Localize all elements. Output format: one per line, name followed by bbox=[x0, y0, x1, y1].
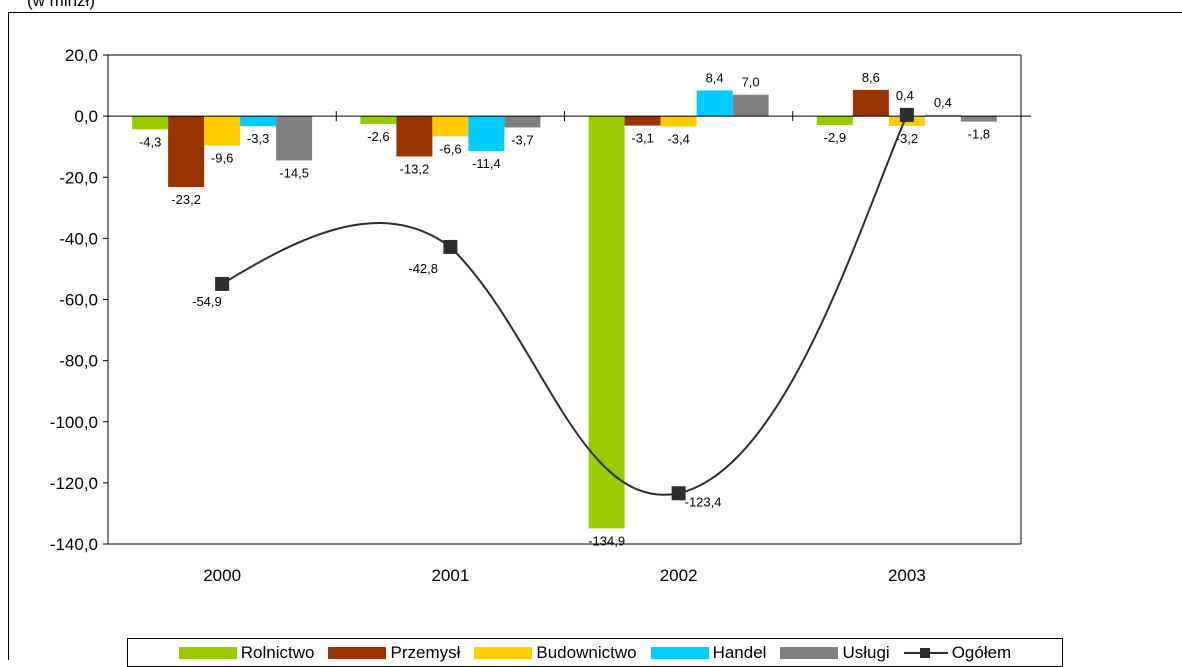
legend-label-przemysl: Przemysł bbox=[390, 642, 461, 662]
bar-label-Rolnictwo-2001: -2,6 bbox=[367, 129, 389, 144]
y-tick-label-1: 0,0 bbox=[74, 107, 98, 126]
bar-label-Przemysł-2001: -13,2 bbox=[400, 161, 430, 176]
bar-Przemysł-2000 bbox=[168, 116, 205, 188]
y-tick-label-6: -100,0 bbox=[50, 413, 98, 432]
bar-label-Rolnictwo-2000: -4,3 bbox=[139, 134, 161, 149]
y-tick-label-4: -60,0 bbox=[59, 291, 98, 310]
bar-label-Usługi-2000: -14,5 bbox=[279, 165, 309, 180]
bar-label-Usługi-2001: -3,7 bbox=[511, 132, 533, 147]
legend-swatch-rolnictwo bbox=[178, 646, 237, 659]
line-label-2003: 0,4 bbox=[896, 88, 914, 103]
legend-swatch-uslugi bbox=[780, 646, 839, 659]
legend-swatch-budownictwo bbox=[474, 646, 533, 659]
legend-label-uslugi: Usługi bbox=[842, 642, 890, 662]
legend-item-przemysl: Przemysł bbox=[328, 643, 460, 663]
x-category-label-2002: 2002 bbox=[660, 566, 698, 585]
bar-label-Budownictwo-2003: -3,2 bbox=[896, 131, 918, 146]
line-point-2003 bbox=[899, 107, 914, 122]
legend-item-ogolem: Ogółem bbox=[903, 642, 1012, 663]
legend-label-handel: Handel bbox=[712, 642, 767, 662]
bar-Rolnictwo-2000 bbox=[132, 116, 169, 130]
y-tick-label-8: -140,0 bbox=[50, 535, 98, 554]
bar-Budownictwo-2000 bbox=[204, 116, 241, 146]
bar-label-Rolnictwo-2003: -2,9 bbox=[824, 130, 846, 145]
y-tick-label-7: -120,0 bbox=[50, 474, 98, 493]
bar-Usługi-2001 bbox=[504, 116, 541, 128]
bar-Budownictwo-2001 bbox=[432, 116, 469, 137]
legend-label-rolnictwo: Rolnictwo bbox=[240, 642, 315, 662]
x-category-label-2000: 2000 bbox=[203, 566, 241, 585]
bar-label-Handel-2002: 8,4 bbox=[706, 70, 724, 85]
bar-Rolnictwo-2002 bbox=[588, 116, 625, 529]
bar-label-Usługi-2002: 7,0 bbox=[742, 75, 760, 90]
line-label-2001: -42,8 bbox=[408, 261, 438, 276]
bar-Handel-2000 bbox=[240, 116, 277, 127]
line-point-2000 bbox=[215, 276, 230, 291]
legend-label-budownictwo: Budownictwo bbox=[536, 642, 637, 662]
bar-Przemysł-2003 bbox=[852, 89, 889, 117]
bar-label-Handel-2001: -11,4 bbox=[472, 156, 501, 171]
bar-label-Handel-2003: 0,4 bbox=[934, 95, 952, 110]
y-tick-label-3: -40,0 bbox=[59, 229, 98, 248]
y-tick-label-5: -80,0 bbox=[59, 352, 98, 371]
bar-Usługi-2002 bbox=[732, 94, 769, 117]
bar-Handel-2003 bbox=[924, 114, 961, 117]
legend-item-rolnictwo: Rolnictwo bbox=[178, 642, 315, 663]
bar-Przemysł-2001 bbox=[396, 116, 433, 157]
bar-label-Przemysł-2000: -23,2 bbox=[171, 192, 201, 207]
legend-swatch-przemysl bbox=[328, 646, 387, 659]
line-label-2002: -123,4 bbox=[685, 494, 722, 509]
bar-Usługi-2000 bbox=[276, 116, 313, 161]
bar-label-Budownictwo-2001: -6,6 bbox=[439, 141, 461, 156]
line-point-2002 bbox=[671, 486, 686, 501]
bar-Przemysł-2002 bbox=[624, 116, 661, 126]
bar-label-Przemysł-2002: -3,1 bbox=[631, 131, 653, 146]
line-series-ogolem bbox=[221, 114, 908, 496]
legend-swatch-ogolem bbox=[903, 646, 948, 660]
y-tick-label-2: -20,0 bbox=[59, 168, 98, 187]
chart-top-caption: (w mlnzł) bbox=[27, 0, 95, 10]
bar-Usługi-2003 bbox=[960, 116, 997, 122]
bar-Rolnictwo-2001 bbox=[360, 116, 397, 125]
line-point-2001 bbox=[443, 239, 458, 254]
y-tick-label-0: 20,0 bbox=[65, 46, 98, 65]
chart-svg: 20,0 0,0 -20,0 -40,0 -60,0 -80,0 -100,0 -120,0 -… bbox=[50, 46, 1031, 585]
legend-item-budownictwo: Budownictwo bbox=[474, 642, 637, 663]
bar-label-Przemysł-2003: 8,6 bbox=[862, 70, 880, 85]
x-category-label-2003: 2003 bbox=[888, 566, 926, 585]
legend-label-ogolem: Ogółem bbox=[951, 642, 1012, 662]
bar-Rolnictwo-2003 bbox=[816, 116, 853, 125]
line-label-2000: -54,9 bbox=[192, 294, 222, 309]
bar-label-Budownictwo-2002: -3,4 bbox=[667, 132, 689, 147]
chart-frame: (w mlnzł) 20,0 0,0 -20,0 -40,0 -60,0 -80,0 -10… bbox=[8, 0, 1182, 667]
legend-item-handel: Handel bbox=[650, 642, 767, 663]
bar-Budownictwo-2002 bbox=[660, 116, 697, 127]
bar-Handel-2001 bbox=[468, 116, 505, 151]
legend-swatch-handel bbox=[650, 646, 709, 659]
bar-label-Handel-2000: -3,3 bbox=[247, 131, 269, 146]
bar-label-Rolnictwo-2002: -134,9 bbox=[588, 533, 625, 548]
bar-label-Usługi-2003: -1,8 bbox=[968, 127, 990, 142]
chart-plot-group: 20,0 0,0 -20,0 -40,0 -60,0 -80,0 -100,0 -120,0 -… bbox=[50, 46, 1031, 585]
legend: Rolnictwo Przemysł Budownictwo Handel Us… bbox=[127, 638, 1063, 667]
bar-label-Budownictwo-2000: -9,6 bbox=[211, 150, 233, 165]
legend-item-uslugi: Usługi bbox=[780, 642, 890, 663]
x-category-label-2001: 2001 bbox=[431, 566, 469, 585]
bar-Handel-2002 bbox=[696, 90, 733, 117]
